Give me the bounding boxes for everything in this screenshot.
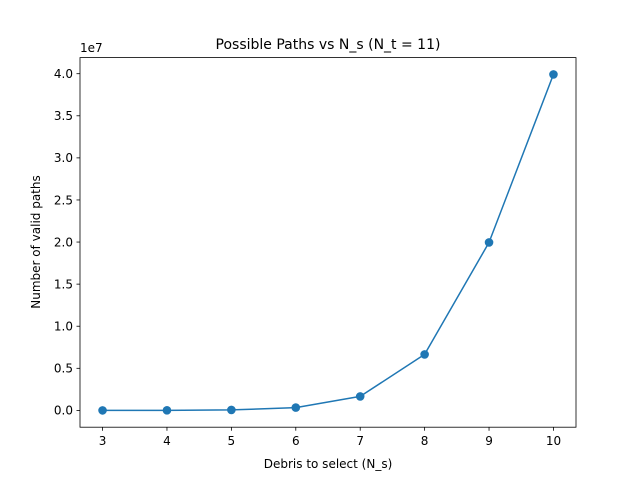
y-tick-label: 2.0 [54,235,73,249]
data-point [227,405,236,415]
x-tick-label: 5 [228,434,236,448]
y-tick-label: 0.5 [54,362,73,376]
x-tick-label: 4 [163,434,171,448]
y-axis: 0.0 0.5 1.0 1.5 2.0 2.5 3.0 3.5 4.0 [54,67,80,418]
y-tick-label: 3.0 [54,151,73,165]
y-tick-label: 1.5 [54,277,73,291]
y-tick-label: 2.5 [54,193,73,207]
data-point [484,238,494,247]
data-point [420,350,429,359]
x-axis-label: Debris to select (N_s) [264,457,393,471]
data-point [549,70,558,79]
y-tick-label: 1.0 [54,320,73,334]
series-line [102,74,555,412]
x-tick-label: 8 [421,434,429,448]
x-tick-label: 6 [292,434,300,448]
x-tick-label: 7 [356,434,364,448]
data-point [291,403,301,412]
y-tick-label: 3.5 [54,109,73,123]
data-point [162,406,172,415]
y-tick-label: 4.0 [54,67,73,81]
x-tick-label: 3 [99,434,107,448]
y-axis-label: Number of valid paths [29,175,43,309]
plot-frame [79,57,577,428]
y-tick-label: 0.0 [54,404,73,418]
x-tick-label: 9 [485,434,493,448]
x-tick-label: 10 [546,434,561,448]
plot-series [98,70,558,415]
x-axis: 3 4 5 6 7 8 9 10 [99,427,561,448]
chart-title: Possible Paths vs N_s (N_t = 11) [216,37,441,53]
y-offset-label: 1e7 [80,41,103,55]
data-point [98,406,107,415]
data-point [355,392,365,401]
